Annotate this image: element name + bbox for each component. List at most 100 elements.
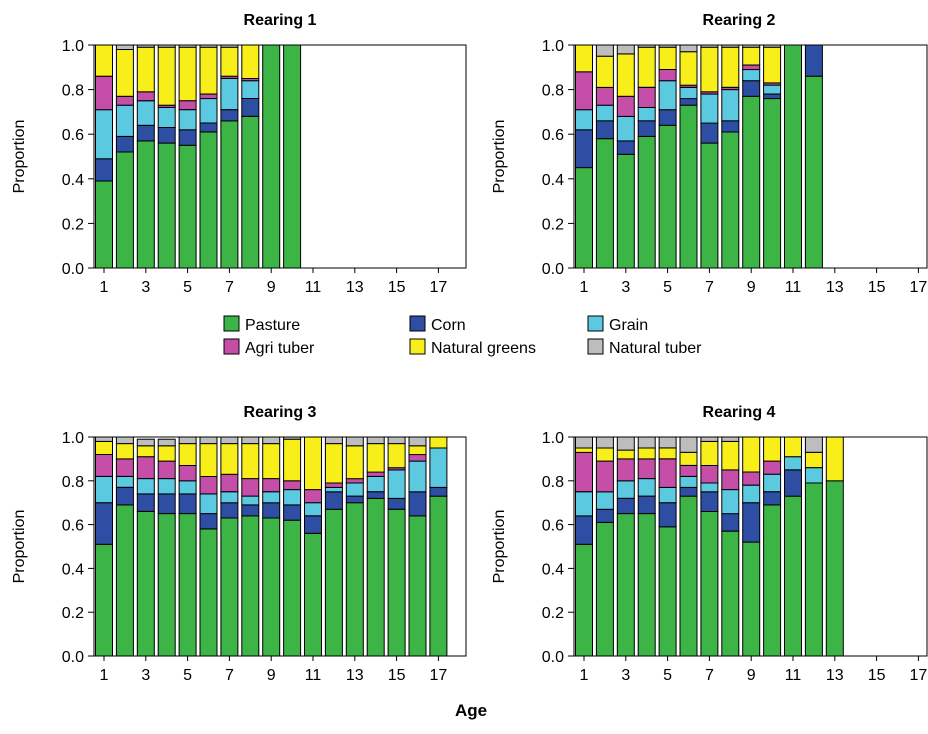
bar-segment-natural-tuber xyxy=(115,436,134,445)
bar-segment-natural-tuber xyxy=(721,436,740,442)
bar-segment-grain xyxy=(199,493,218,515)
bar-segment-pasture xyxy=(575,167,593,269)
bar-segment-grain xyxy=(637,478,656,497)
bar-segment-natural-greens xyxy=(742,46,761,66)
bar-segment-natural-tuber xyxy=(616,44,635,55)
legend-swatch xyxy=(409,338,426,355)
bar-segment-natural-tuber xyxy=(700,436,719,442)
bar-segment-corn xyxy=(679,98,698,106)
x-tick-label: 13 xyxy=(826,667,844,684)
bar-segment-agri-tuber xyxy=(136,456,155,480)
y-tick-label: 0.6 xyxy=(62,518,84,535)
bar-segment-agri-tuber xyxy=(721,469,740,491)
bar-segment-natural-greens xyxy=(408,445,427,456)
x-tick-label: 11 xyxy=(785,279,802,296)
bar-segment-grain xyxy=(658,486,677,504)
legend-item-pasture: Pasture xyxy=(223,315,300,334)
bar-segment-grain xyxy=(220,491,239,504)
bar-segment-corn xyxy=(658,502,677,528)
global-x-axis-label: Age xyxy=(455,701,487,720)
legend-swatch xyxy=(223,315,240,332)
plot-frame xyxy=(573,436,928,657)
bar-segment-pasture xyxy=(178,513,197,657)
y-tick-label: 0.2 xyxy=(62,216,84,233)
bar-segment-agri-tuber xyxy=(408,454,427,462)
legend-label: Natural greens xyxy=(431,340,536,357)
bar-segment-natural-greens xyxy=(679,451,698,466)
x-tick-label: 9 xyxy=(747,667,756,684)
plot-frame xyxy=(93,44,467,269)
bar-segment-agri-tuber xyxy=(700,465,719,484)
bar-segment-grain xyxy=(345,482,364,497)
bar-segment-pasture xyxy=(283,519,302,657)
x-tick-label: 11 xyxy=(785,667,802,684)
y-tick-label: 0.2 xyxy=(542,605,564,622)
bar-segment-grain xyxy=(387,469,406,499)
x-tick-label: 15 xyxy=(868,279,886,296)
bar-segment-corn xyxy=(178,493,197,515)
x-tick-label: 3 xyxy=(141,279,150,296)
bar-segment-agri-tuber xyxy=(637,86,656,109)
x-tick-label: 11 xyxy=(305,667,322,684)
bar-segment-agri-tuber xyxy=(595,86,614,106)
legend-item-natural-greens: Natural greens xyxy=(409,338,536,357)
bar-segment-pasture xyxy=(721,530,740,657)
bar-segment-pasture xyxy=(262,44,281,269)
bar-segment-grain xyxy=(178,109,197,131)
bar-segment-corn xyxy=(95,502,113,545)
bar-segment-pasture xyxy=(595,138,614,269)
bar-segment-grain xyxy=(742,484,761,504)
x-tick-label: 7 xyxy=(225,667,234,684)
x-tick-label: 5 xyxy=(663,667,672,684)
bar-segment-corn xyxy=(241,98,260,117)
bar-segment-pasture xyxy=(157,513,176,657)
bar-segment-natural-greens xyxy=(283,438,302,482)
bar-segment-agri-tuber xyxy=(637,458,656,480)
bar-segment-agri-tuber xyxy=(742,471,761,486)
bar-segment-natural-greens xyxy=(220,46,239,77)
bar-segment-natural-greens xyxy=(429,436,448,449)
bar-segment-natural-tuber xyxy=(136,438,155,447)
bar-segment-pasture xyxy=(136,511,155,657)
bar-segment-corn xyxy=(324,491,343,510)
bar-segment-agri-tuber xyxy=(366,471,385,477)
bar-segment-grain xyxy=(95,475,113,504)
bar-segment-natural-greens xyxy=(595,447,614,462)
bar-segment-natural-greens xyxy=(115,49,134,97)
bar-segment-grain xyxy=(575,109,593,131)
bar-segment-natural-greens xyxy=(700,46,719,93)
bar-segment-natural-greens xyxy=(115,443,134,460)
bar-segment-corn xyxy=(616,140,635,155)
x-tick-label: 13 xyxy=(826,279,844,296)
y-tick-label: 0.4 xyxy=(542,561,564,578)
y-tick-label: 1.0 xyxy=(542,38,564,55)
bar-segment-pasture xyxy=(304,532,322,657)
y-tick-label: 0.4 xyxy=(62,561,84,578)
bar-segment-pasture xyxy=(616,153,635,269)
bar-segment-grain xyxy=(616,115,635,142)
bar-segment-natural-greens xyxy=(366,443,385,473)
bar-segment-agri-tuber xyxy=(616,458,635,482)
bar-segment-corn xyxy=(721,513,740,532)
bar-segment-corn xyxy=(784,469,802,497)
bar-segment-corn xyxy=(199,122,218,133)
bar-segment-agri-tuber xyxy=(178,465,197,482)
bar-segment-natural-greens xyxy=(679,51,698,86)
x-tick-label: 5 xyxy=(183,667,192,684)
bar-segment-agri-tuber xyxy=(616,95,635,117)
bar-segment-natural-greens xyxy=(157,445,176,462)
bar-segment-corn xyxy=(157,493,176,515)
x-tick-label: 17 xyxy=(430,667,448,684)
bar-segment-agri-tuber xyxy=(178,100,197,111)
bar-segment-pasture xyxy=(199,131,218,269)
bar-segment-pasture xyxy=(95,543,113,657)
bar-segment-agri-tuber xyxy=(742,64,761,71)
x-tick-label: 3 xyxy=(621,279,630,296)
bar-segment-agri-tuber xyxy=(595,460,614,493)
bar-segment-natural-tuber xyxy=(199,436,218,445)
panel-title: Rearing 4 xyxy=(703,404,776,421)
bar-segment-agri-tuber xyxy=(115,458,134,477)
bar-segment-grain xyxy=(721,89,740,122)
